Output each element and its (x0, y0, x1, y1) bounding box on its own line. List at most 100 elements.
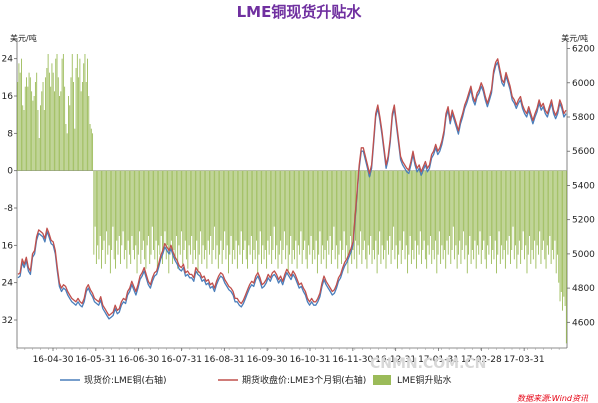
premium-bar (118, 170, 120, 236)
premium-bar (381, 170, 383, 246)
premium-bar (104, 170, 106, 264)
premium-bar (177, 170, 179, 269)
premium-bar (117, 170, 119, 255)
left-tick-label: 0 (7, 167, 13, 177)
premium-bar (328, 170, 330, 255)
premium-bar (299, 170, 301, 255)
premium-bar (507, 170, 509, 255)
premium-bar (553, 170, 555, 260)
premium-bar (366, 170, 368, 269)
premium-bar (211, 170, 213, 264)
premium-bar (545, 170, 547, 269)
premium-bar (506, 170, 508, 241)
premium-bar (48, 72, 50, 171)
premium-bar (320, 170, 322, 264)
premium-bar (175, 170, 177, 236)
premium-bar (560, 170, 562, 292)
premium-bar (463, 170, 464, 232)
premium-bar (32, 100, 34, 171)
premium-bar (358, 170, 360, 255)
premium-bar (277, 170, 279, 269)
premium-bar (319, 170, 321, 232)
premium-bar (267, 170, 269, 241)
premium-bar (165, 170, 167, 260)
premium-bar (454, 170, 456, 260)
premium-bar (562, 170, 563, 311)
premium-bar (347, 170, 349, 274)
premium-bar (532, 170, 534, 260)
premium-bar (515, 170, 516, 246)
right-tick-label: 5600 (572, 147, 595, 157)
premium-bar (87, 58, 88, 171)
premium-bar (333, 170, 335, 227)
premium-bar (520, 170, 522, 264)
premium-bar (361, 170, 363, 264)
premium-bar (57, 77, 59, 171)
premium-bar (169, 170, 171, 255)
premium-bar (64, 86, 66, 171)
premium-bar (253, 170, 255, 250)
premium-bar (517, 170, 519, 255)
legend-label: 现货价:LME铜(右轴) (84, 374, 167, 386)
premium-bar (403, 170, 405, 232)
premium-bar (98, 170, 100, 260)
premium-bar (372, 170, 374, 250)
premium-bar (478, 170, 480, 255)
premium-bar (254, 170, 256, 260)
premium-bar (128, 170, 130, 255)
premium-bar (550, 170, 552, 264)
premium-bar (151, 170, 153, 227)
premium-bar (24, 86, 26, 171)
spot-price-line (17, 61, 567, 320)
premium-bar (416, 170, 417, 269)
premium-bar (262, 170, 264, 246)
legend-label: 期货收盘价:LME3个月铜(右轴) (242, 374, 366, 386)
premium-bar (524, 170, 525, 260)
premium-bar (21, 58, 22, 171)
premium-bar (521, 170, 523, 250)
premium-bar (62, 54, 64, 171)
premium-bar (94, 170, 96, 227)
premium-bar (394, 170, 396, 260)
premium-bar (549, 170, 551, 236)
premium-bar (46, 68, 48, 171)
premium-bar (71, 54, 73, 171)
premium-bar (145, 170, 147, 269)
premium-bar (172, 170, 174, 264)
premium-bar (412, 170, 414, 250)
premium-bar (398, 170, 400, 255)
premium-bar (313, 170, 315, 250)
premium-bar (31, 91, 33, 171)
premium-bar (276, 170, 278, 246)
premium-bar (158, 170, 160, 246)
premium-bar (388, 170, 389, 255)
premium-bar (457, 170, 459, 255)
premium-bar (421, 170, 423, 264)
premium-bar (264, 170, 266, 250)
premium-bar (29, 77, 31, 171)
premium-bar (563, 170, 565, 297)
premium-bar (306, 170, 308, 269)
premium-bar (205, 170, 207, 250)
premium-bar (426, 170, 428, 269)
premium-bar (315, 170, 317, 241)
premium-bar (305, 170, 307, 260)
premium-bar (266, 170, 268, 269)
legend: 现货价:LME铜(右轴) 期货收盘价:LME3个月铜(右轴) LME铜升贴水 (60, 374, 451, 386)
premium-bar (318, 170, 320, 255)
premium-bar (341, 170, 342, 264)
premium-bar (123, 170, 125, 260)
premium-bar (292, 170, 294, 250)
premium-bar (121, 170, 123, 246)
left-tick-label: 24 (2, 279, 14, 289)
premium-bar (249, 170, 251, 255)
premium-bar (208, 170, 210, 255)
premium-bar (487, 170, 489, 246)
left-tick-label: -8 (4, 204, 13, 214)
premium-bar (330, 170, 332, 264)
premium-bar (92, 133, 94, 171)
premium-bar (137, 170, 139, 255)
premium-bar (206, 170, 208, 269)
premium-bar (120, 170, 121, 264)
